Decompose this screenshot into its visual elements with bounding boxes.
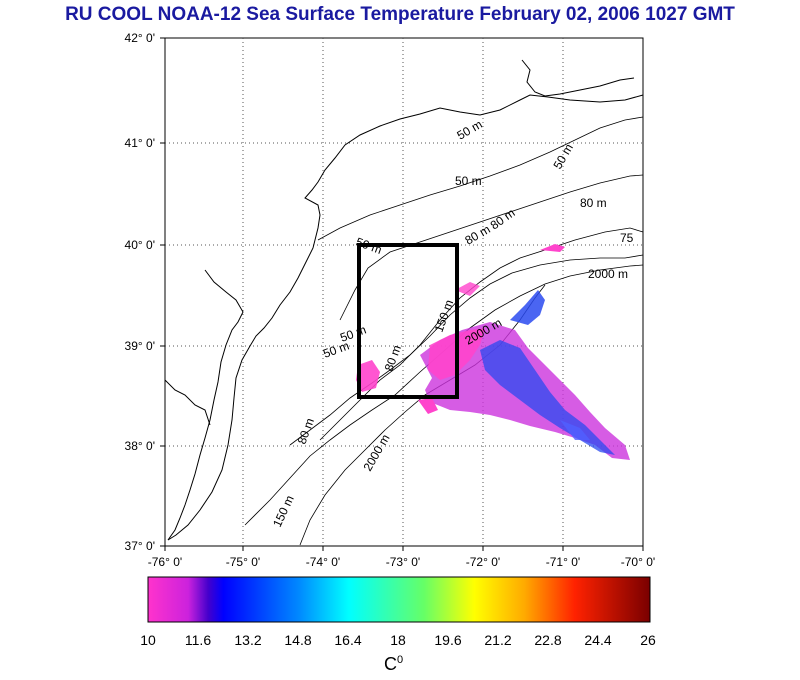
units-superscript: 0 bbox=[397, 654, 404, 666]
contour-label: 50 m bbox=[455, 174, 482, 188]
study-area-box bbox=[357, 243, 459, 399]
colorbar-label: 19.6 bbox=[434, 632, 462, 648]
contour-label: 2000 m bbox=[588, 267, 628, 281]
colorbar-label: 24.4 bbox=[584, 632, 612, 648]
colorbar-units: C0 bbox=[384, 654, 403, 675]
x-tick-label: -76° 0' bbox=[148, 555, 182, 569]
y-tick-label: 39° 0' bbox=[125, 339, 155, 353]
y-tick-label: 41° 0' bbox=[125, 136, 155, 150]
colorbar-label: 11.6 bbox=[184, 632, 212, 648]
colorbar-label: 18 bbox=[390, 632, 406, 648]
y-tick-label: 40° 0' bbox=[125, 238, 155, 252]
coastline bbox=[164, 59, 644, 541]
x-tick-label: -72° 0' bbox=[466, 555, 500, 569]
x-tick-label: -70° 0' bbox=[621, 555, 655, 569]
contour-label: 75 bbox=[620, 231, 634, 245]
units-text: C bbox=[384, 654, 397, 674]
colorbar bbox=[147, 576, 651, 623]
colorbar-label: 13.2 bbox=[234, 632, 262, 648]
colorbar-label: 10 bbox=[140, 632, 156, 648]
colorbar-label: 21.2 bbox=[484, 632, 512, 648]
plot-frame bbox=[164, 37, 644, 547]
colorbar-label: 22.8 bbox=[534, 632, 562, 648]
y-tick-label: 42° 0' bbox=[125, 31, 155, 45]
graticule bbox=[165, 38, 643, 546]
x-tick-label: -71° 0' bbox=[546, 555, 580, 569]
colorbar-label: 16.4 bbox=[334, 632, 362, 648]
tick-marks bbox=[160, 37, 644, 551]
sst-data-swath bbox=[356, 244, 630, 460]
x-tick-label: -73° 0' bbox=[386, 555, 420, 569]
colorbar-label: 14.8 bbox=[284, 632, 312, 648]
x-tick-label: -74° 0' bbox=[306, 555, 340, 569]
map-title: RU COOL NOAA-12 Sea Surface Temperature … bbox=[65, 4, 735, 25]
y-tick-label: 37° 0' bbox=[125, 539, 155, 553]
x-tick-label: -75° 0' bbox=[226, 555, 260, 569]
colorbar-label: 26 bbox=[640, 632, 656, 648]
y-tick-label: 38° 0' bbox=[125, 439, 155, 453]
contour-label: 80 m bbox=[580, 196, 607, 210]
